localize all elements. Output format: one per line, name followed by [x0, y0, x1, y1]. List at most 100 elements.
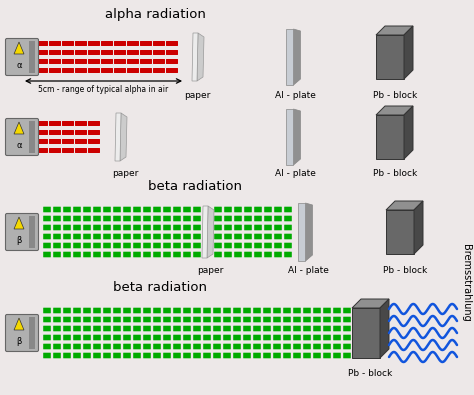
FancyBboxPatch shape	[53, 234, 61, 239]
Text: Pb - block: Pb - block	[348, 369, 392, 378]
FancyBboxPatch shape	[113, 344, 121, 349]
FancyBboxPatch shape	[153, 41, 165, 46]
FancyBboxPatch shape	[213, 326, 221, 331]
FancyBboxPatch shape	[183, 308, 191, 313]
FancyBboxPatch shape	[113, 308, 121, 313]
FancyBboxPatch shape	[173, 335, 181, 340]
FancyBboxPatch shape	[193, 243, 201, 248]
Polygon shape	[414, 201, 423, 254]
FancyBboxPatch shape	[183, 353, 191, 358]
FancyBboxPatch shape	[127, 41, 139, 46]
FancyBboxPatch shape	[43, 234, 51, 239]
FancyBboxPatch shape	[223, 335, 231, 340]
FancyBboxPatch shape	[29, 121, 35, 153]
FancyBboxPatch shape	[293, 326, 301, 331]
FancyBboxPatch shape	[88, 50, 100, 55]
FancyBboxPatch shape	[303, 335, 311, 340]
FancyBboxPatch shape	[62, 121, 74, 126]
FancyBboxPatch shape	[293, 353, 301, 358]
FancyBboxPatch shape	[153, 317, 161, 322]
FancyBboxPatch shape	[386, 210, 414, 254]
FancyBboxPatch shape	[234, 252, 242, 257]
Text: Pb - block: Pb - block	[373, 91, 417, 100]
Polygon shape	[197, 33, 204, 81]
FancyBboxPatch shape	[113, 335, 121, 340]
FancyBboxPatch shape	[193, 308, 201, 313]
FancyBboxPatch shape	[43, 216, 51, 221]
Text: Al - plate: Al - plate	[274, 169, 315, 178]
FancyBboxPatch shape	[163, 335, 171, 340]
Polygon shape	[293, 29, 301, 85]
FancyBboxPatch shape	[323, 353, 331, 358]
FancyBboxPatch shape	[62, 148, 74, 153]
FancyBboxPatch shape	[73, 207, 81, 212]
FancyBboxPatch shape	[133, 326, 141, 331]
FancyBboxPatch shape	[103, 207, 111, 212]
FancyBboxPatch shape	[203, 317, 211, 322]
FancyBboxPatch shape	[313, 326, 321, 331]
Text: beta radiation: beta radiation	[148, 180, 242, 193]
FancyBboxPatch shape	[6, 314, 38, 352]
FancyBboxPatch shape	[284, 234, 292, 239]
FancyBboxPatch shape	[253, 317, 261, 322]
FancyBboxPatch shape	[123, 252, 131, 257]
FancyBboxPatch shape	[243, 344, 251, 349]
FancyBboxPatch shape	[83, 326, 91, 331]
FancyBboxPatch shape	[93, 225, 101, 230]
Polygon shape	[376, 26, 413, 35]
FancyBboxPatch shape	[133, 335, 141, 340]
FancyBboxPatch shape	[143, 225, 151, 230]
FancyBboxPatch shape	[264, 225, 272, 230]
FancyBboxPatch shape	[293, 344, 301, 349]
FancyBboxPatch shape	[123, 225, 131, 230]
FancyBboxPatch shape	[75, 139, 87, 144]
FancyBboxPatch shape	[143, 326, 151, 331]
FancyBboxPatch shape	[114, 59, 126, 64]
FancyBboxPatch shape	[123, 243, 131, 248]
FancyBboxPatch shape	[253, 308, 261, 313]
FancyBboxPatch shape	[163, 225, 171, 230]
FancyBboxPatch shape	[83, 308, 91, 313]
FancyBboxPatch shape	[166, 41, 178, 46]
FancyBboxPatch shape	[214, 216, 222, 221]
FancyBboxPatch shape	[263, 308, 271, 313]
FancyBboxPatch shape	[43, 225, 51, 230]
Polygon shape	[120, 113, 127, 161]
FancyBboxPatch shape	[75, 148, 87, 153]
FancyBboxPatch shape	[36, 68, 48, 73]
FancyBboxPatch shape	[173, 317, 181, 322]
FancyBboxPatch shape	[173, 207, 181, 212]
FancyBboxPatch shape	[133, 225, 141, 230]
FancyBboxPatch shape	[203, 344, 211, 349]
FancyBboxPatch shape	[123, 326, 131, 331]
FancyBboxPatch shape	[88, 130, 100, 135]
FancyBboxPatch shape	[133, 243, 141, 248]
FancyBboxPatch shape	[213, 335, 221, 340]
FancyBboxPatch shape	[213, 353, 221, 358]
FancyBboxPatch shape	[63, 344, 71, 349]
FancyBboxPatch shape	[29, 317, 35, 349]
FancyBboxPatch shape	[173, 326, 181, 331]
FancyBboxPatch shape	[183, 243, 191, 248]
FancyBboxPatch shape	[123, 353, 131, 358]
Text: Bremsstrahlung: Bremsstrahlung	[461, 244, 471, 322]
FancyBboxPatch shape	[193, 326, 201, 331]
FancyBboxPatch shape	[303, 308, 311, 313]
FancyBboxPatch shape	[88, 41, 100, 46]
FancyBboxPatch shape	[153, 68, 165, 73]
FancyBboxPatch shape	[153, 353, 161, 358]
FancyBboxPatch shape	[233, 308, 241, 313]
FancyBboxPatch shape	[133, 234, 141, 239]
FancyBboxPatch shape	[263, 317, 271, 322]
FancyBboxPatch shape	[140, 68, 152, 73]
FancyBboxPatch shape	[114, 68, 126, 73]
FancyBboxPatch shape	[133, 353, 141, 358]
FancyBboxPatch shape	[323, 335, 331, 340]
FancyBboxPatch shape	[143, 216, 151, 221]
FancyBboxPatch shape	[283, 308, 291, 313]
FancyBboxPatch shape	[264, 252, 272, 257]
Text: β: β	[16, 337, 22, 346]
FancyBboxPatch shape	[193, 344, 201, 349]
FancyBboxPatch shape	[244, 207, 252, 212]
FancyBboxPatch shape	[75, 59, 87, 64]
